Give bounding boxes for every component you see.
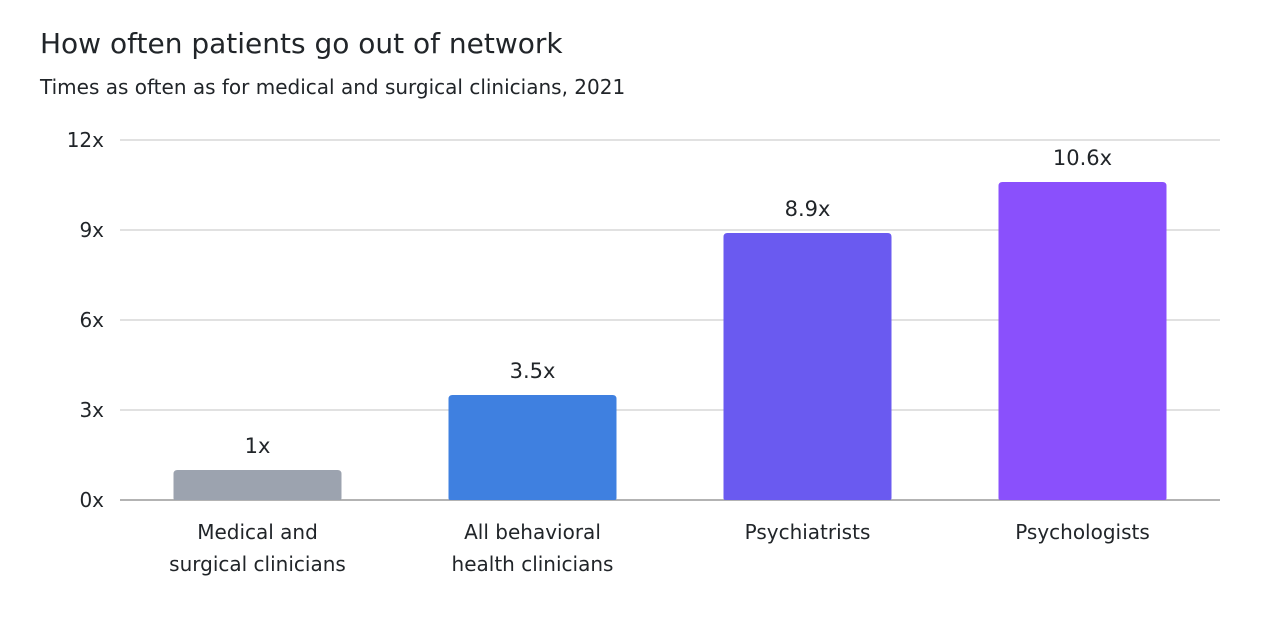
x-tick-label: Psychiatrists: [745, 520, 871, 544]
bar: [998, 182, 1167, 500]
y-tick-label: 12x: [67, 128, 104, 152]
x-tick-label: health clinicians: [452, 552, 614, 576]
x-tick-label: Psychologists: [1015, 520, 1150, 544]
bar: [723, 233, 892, 500]
bar: [448, 395, 617, 500]
data-label: 1x: [245, 434, 271, 458]
data-label: 8.9x: [785, 197, 831, 221]
data-label: 10.6x: [1053, 146, 1112, 170]
y-tick-label: 0x: [79, 488, 104, 512]
x-tick-label: surgical clinicians: [169, 552, 346, 576]
y-tick-label: 6x: [79, 308, 104, 332]
chart-subtitle: Times as often as for medical and surgic…: [40, 75, 626, 99]
bar: [173, 470, 342, 500]
y-tick-label: 3x: [79, 398, 104, 422]
y-tick-label: 9x: [79, 218, 104, 242]
x-tick-label: Medical and: [197, 520, 318, 544]
data-label: 3.5x: [510, 359, 556, 383]
x-tick-label: All behavioral: [464, 520, 601, 544]
chart-title: How often patients go out of network: [40, 27, 563, 60]
